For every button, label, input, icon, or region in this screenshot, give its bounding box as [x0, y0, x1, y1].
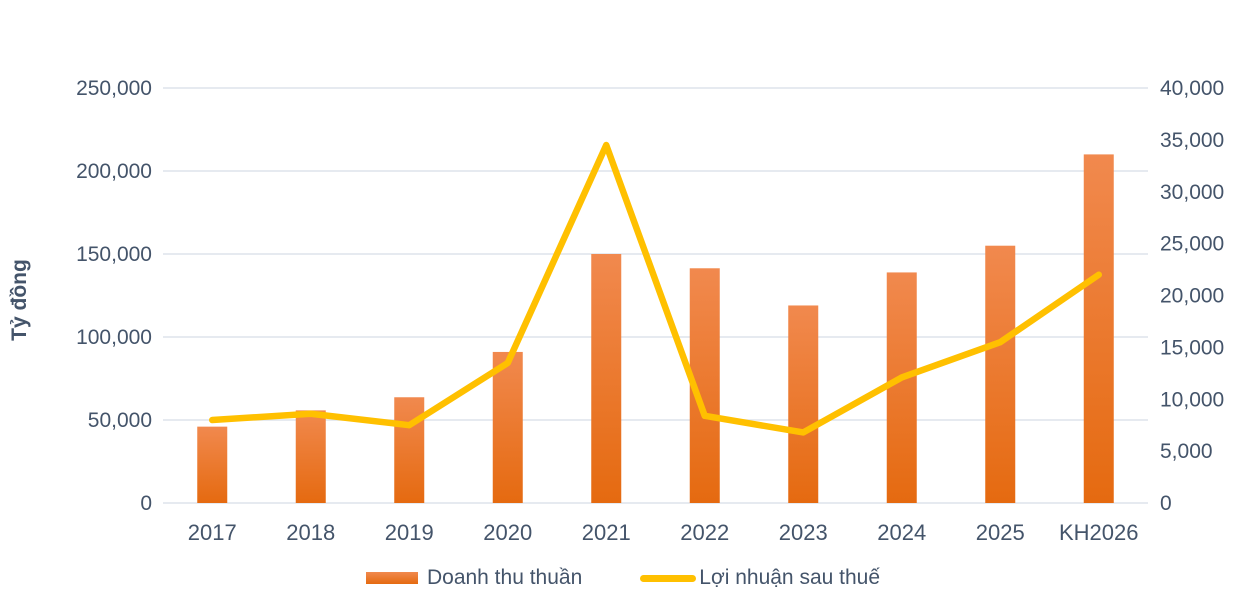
x-tick-label-2025: 2025 — [976, 520, 1025, 545]
bar-2023 — [788, 305, 819, 503]
bar-2018 — [295, 410, 326, 503]
x-tick-label-2022: 2022 — [680, 520, 729, 545]
x-tick-label-KH2026: KH2026 — [1059, 520, 1139, 545]
x-tick-label-2021: 2021 — [582, 520, 631, 545]
legend-item-doanh-thu-thuan: Doanh thu thuần — [365, 566, 583, 590]
legend-label-doanh-thu-thuan: Doanh thu thuần — [426, 566, 583, 589]
left-axis-title-text: Tỷ đồng — [8, 259, 31, 341]
x-tick-label-2018: 2018 — [286, 520, 335, 545]
x-axis-tick-labels: 2017 2018 2019 2020 2021 2022 2023 2024 2025 KH20… — [188, 520, 1139, 545]
bar-2024 — [886, 272, 917, 503]
profit-line — [209, 141, 1102, 436]
line-series-swatch-icon — [640, 574, 697, 582]
legend: Doanh thu thuần Lợi nhuận sau thuế — [0, 566, 1246, 590]
y-left-tick-label: 250,000 — [76, 77, 152, 100]
bar-KH2026 — [1083, 154, 1114, 503]
gridlines — [163, 87, 1148, 504]
left-axis-title: Tỷ đồng — [8, 259, 31, 341]
x-tick-label-2019: 2019 — [385, 520, 434, 545]
y-left-tick-label: 150,000 — [76, 243, 152, 266]
y-left-tick-label: 0 — [140, 492, 152, 515]
chart-plot-area: 0 50,000 100,000 150,000 200,000 250,000 0 5,0… — [8, 77, 1224, 545]
y-right-tick-label: 25,000 — [1160, 233, 1224, 256]
x-tick-label-2017: 2017 — [188, 520, 237, 545]
x-tick-label-2024: 2024 — [877, 520, 926, 545]
bar-series-doanh-thu-thuan — [197, 154, 1114, 503]
bar-2020 — [492, 351, 523, 503]
right-axis-tick-labels: 0 5,000 10,000 15,000 20,000 25,000 30,000 35,0… — [1160, 77, 1224, 515]
y-left-tick-label: 50,000 — [88, 409, 152, 432]
y-right-tick-label: 35,000 — [1160, 129, 1224, 152]
bar-2017 — [197, 426, 228, 503]
left-axis-tick-labels: 0 50,000 100,000 150,000 200,000 250,000 — [76, 77, 152, 515]
bar-2025 — [985, 245, 1016, 503]
y-left-tick-label: 100,000 — [76, 326, 152, 349]
y-right-tick-label: 5,000 — [1160, 440, 1213, 463]
x-tick-label-2023: 2023 — [779, 520, 828, 545]
y-right-tick-label: 20,000 — [1160, 285, 1224, 308]
y-left-tick-label: 200,000 — [76, 160, 152, 183]
y-right-tick-label: 15,000 — [1160, 336, 1224, 359]
bar-series-swatch-icon — [365, 572, 418, 584]
x-tick-label-2020: 2020 — [483, 520, 532, 545]
y-right-tick-label: 40,000 — [1160, 77, 1224, 100]
legend-item-loi-nhuan-sau-thue: Lợi nhuận sau thuế — [640, 566, 880, 590]
bar-2019 — [394, 397, 425, 503]
y-right-tick-label: 30,000 — [1160, 181, 1224, 204]
bar-2021 — [591, 254, 622, 503]
y-right-tick-label: 10,000 — [1160, 388, 1224, 411]
y-right-tick-label: 0 — [1160, 492, 1172, 515]
legend-label-loi-nhuan-sau-thue: Lợi nhuận sau thuế — [699, 566, 881, 589]
line-series-loi-nhuan-sau-thue — [209, 141, 1102, 436]
